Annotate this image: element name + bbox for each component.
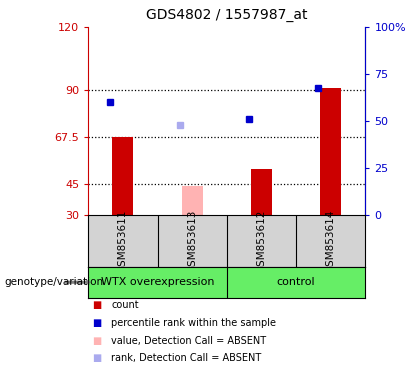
- Text: rank, Detection Call = ABSENT: rank, Detection Call = ABSENT: [111, 353, 262, 363]
- Text: ■: ■: [92, 318, 102, 328]
- Text: WTX overexpression: WTX overexpression: [101, 277, 214, 287]
- Text: ■: ■: [92, 336, 102, 346]
- Bar: [320, 88, 341, 215]
- Bar: [113, 137, 133, 215]
- Text: GSM853612: GSM853612: [257, 209, 266, 273]
- Text: ■: ■: [92, 300, 102, 310]
- Text: genotype/variation: genotype/variation: [4, 277, 103, 287]
- Text: GSM853611: GSM853611: [118, 209, 128, 273]
- Text: value, Detection Call = ABSENT: value, Detection Call = ABSENT: [111, 336, 266, 346]
- Text: control: control: [277, 277, 315, 287]
- Text: ■: ■: [92, 353, 102, 363]
- Title: GDS4802 / 1557987_at: GDS4802 / 1557987_at: [146, 8, 307, 22]
- Text: GSM853613: GSM853613: [187, 209, 197, 273]
- Text: count: count: [111, 300, 139, 310]
- Text: percentile rank within the sample: percentile rank within the sample: [111, 318, 276, 328]
- Bar: [251, 169, 272, 215]
- Text: GSM853614: GSM853614: [326, 209, 336, 273]
- Bar: [182, 186, 202, 215]
